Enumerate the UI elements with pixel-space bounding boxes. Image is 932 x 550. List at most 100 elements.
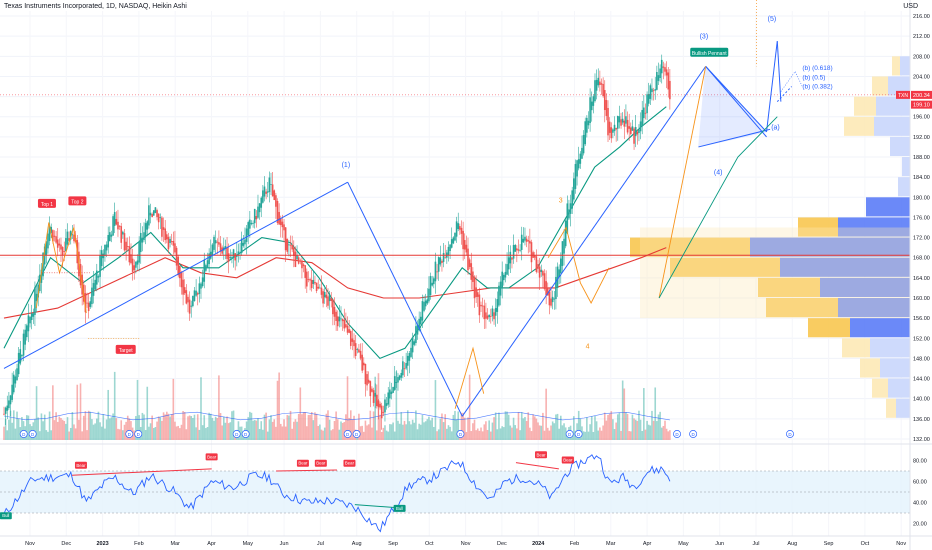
candle-body: [512, 244, 515, 259]
volume-bar: [63, 420, 66, 440]
candle-body: [571, 190, 573, 209]
volume-bar: [42, 421, 44, 440]
candle-body: [597, 77, 600, 86]
volume-bar: [40, 413, 43, 440]
volume-bar: [214, 416, 217, 440]
candle-body: [296, 255, 298, 260]
x-tick-label: Dec: [61, 541, 71, 547]
candle-body: [229, 257, 232, 258]
volume-bar: [315, 413, 318, 440]
volume-bar: [402, 424, 404, 440]
volume-bar: [468, 374, 471, 440]
volume-bar: [162, 412, 165, 440]
volume-bar: [631, 414, 634, 440]
candle-body: [533, 254, 536, 258]
volume-bar: [486, 430, 489, 440]
event-marker-circle: [352, 430, 361, 438]
rsi-divergence-line: [354, 504, 398, 509]
candle-body: [377, 400, 380, 408]
volume-bar: [411, 419, 414, 440]
volume-bar: [190, 416, 193, 440]
candle-body: [582, 134, 585, 154]
candle-body: [278, 211, 280, 225]
volume-bar: [382, 427, 385, 440]
event-marker-text: D: [568, 432, 572, 437]
candle-body: [47, 233, 49, 249]
vp-up-bar: [872, 378, 888, 398]
candle-body: [174, 243, 176, 253]
candle-body: [69, 230, 72, 240]
candle-body: [353, 340, 355, 347]
vp-up-bar: [860, 358, 880, 378]
wave-label-4: (4): [714, 170, 723, 177]
candle-body: [356, 349, 359, 350]
volume-bar: [205, 428, 207, 440]
volume-bar: [376, 430, 378, 440]
volume-bar: [579, 418, 582, 440]
candle-body: [61, 247, 64, 256]
volume-bar: [71, 412, 74, 440]
volume-bar: [647, 424, 650, 440]
pattern-line: [658, 66, 707, 299]
y-tick-label: 148.00: [913, 356, 930, 362]
candle-body: [433, 278, 435, 285]
volume-bar: [367, 424, 370, 440]
volume-bar: [463, 417, 466, 440]
candle-body: [452, 237, 455, 244]
vp-down-bar: [866, 197, 910, 217]
candle-body: [413, 341, 416, 345]
tag-box: [115, 344, 136, 354]
ema-slow-line: [3, 247, 667, 319]
volume-bar: [21, 417, 23, 440]
wave-label-3: (3): [700, 34, 709, 41]
candle-body: [363, 362, 365, 366]
volume-bar: [231, 411, 233, 440]
candle-body: [297, 257, 300, 264]
candle-body: [393, 376, 396, 390]
volume-bar: [406, 410, 409, 440]
volume-bar: [621, 380, 624, 440]
candle-body: [506, 264, 508, 275]
candle-body: [315, 282, 318, 291]
candle-body: [208, 253, 210, 265]
candle-body: [294, 251, 297, 267]
candle-body: [255, 216, 258, 220]
volume-bar: [76, 384, 79, 440]
volume-bar: [467, 417, 469, 440]
volume-bar: [563, 423, 565, 440]
candle-body: [647, 94, 650, 104]
candle-body: [397, 377, 399, 383]
candle-body: [16, 368, 18, 380]
volume-bar: [86, 430, 88, 440]
candle-body: [374, 392, 376, 397]
volume-bar: [506, 411, 508, 440]
volume-bar: [434, 380, 437, 440]
candle-body: [198, 283, 201, 294]
candle-body: [218, 242, 220, 245]
volume-bar: [289, 410, 292, 440]
candle-body: [385, 403, 388, 406]
candle-body: [403, 368, 406, 370]
candle-body: [612, 129, 614, 133]
volume-bar: [538, 425, 541, 440]
rsi-signal-box: [561, 456, 574, 464]
volume-bar: [307, 414, 310, 440]
candle-body: [185, 290, 188, 304]
volume-bar: [646, 420, 648, 440]
candle-body: [196, 293, 199, 295]
volume-bar: [423, 422, 425, 440]
event-marker-circle: [689, 430, 698, 438]
candle-body: [17, 352, 20, 375]
candle-body: [257, 206, 259, 218]
volume-bar: [379, 414, 381, 440]
candle-body: [335, 311, 337, 321]
candle-body: [485, 312, 487, 319]
candle-body: [320, 287, 323, 295]
rsi-signal-tag: Bull: [393, 504, 406, 512]
volume-bar: [612, 419, 614, 440]
rsi-signal-box: [205, 453, 218, 461]
candle-body: [263, 186, 266, 197]
volume-bar: [200, 377, 202, 440]
candle-body: [607, 107, 609, 136]
volume-bar: [152, 427, 155, 440]
